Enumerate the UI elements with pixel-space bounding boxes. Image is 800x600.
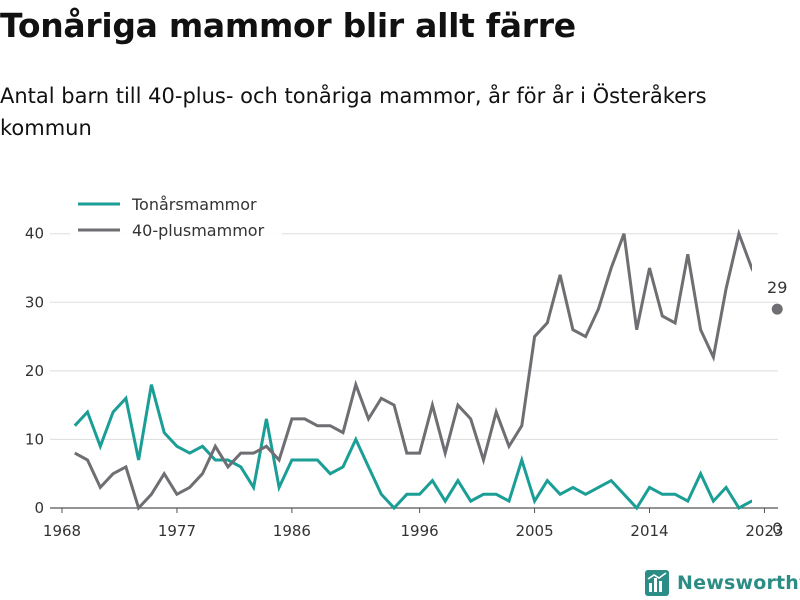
x-tick-label: 1986 <box>273 522 311 540</box>
grid-lines <box>50 233 778 509</box>
newsworthy-chart-icon <box>645 570 669 596</box>
x-tick-label: 2023 <box>745 522 783 540</box>
x-tick-label: 1977 <box>158 522 196 540</box>
y-tick-label: 0 <box>34 499 44 517</box>
y-tick-label: 10 <box>25 430 44 448</box>
x-tick-label: 2005 <box>515 522 553 540</box>
y-axis-ticks: 0 10 20 30 40 <box>25 225 44 517</box>
x-tick-label: 2014 <box>630 522 668 540</box>
end-labels: 29 0 <box>767 278 787 538</box>
x-tick-label: 1968 <box>43 522 81 540</box>
legend-background <box>70 191 282 245</box>
y-tick-label: 30 <box>25 293 44 311</box>
x-tick-label: 1996 <box>401 522 439 540</box>
end-value-label: 0 <box>772 519 782 538</box>
series-line-ton-rsmammor <box>73 384 752 511</box>
newsworthy-logo: Newsworthy <box>645 566 800 600</box>
legend-entry-label: 40-plusmammor <box>132 221 265 240</box>
end-value-label: 29 <box>767 278 787 297</box>
y-tick-label: 20 <box>25 362 44 380</box>
legend-entry-label: Tonårsmammor <box>131 195 257 214</box>
brand-name: Newsworthy <box>677 572 800 594</box>
x-axis-ticks: 1968 1977 1986 1996 2005 2014 2023 <box>43 508 784 540</box>
page-title: Tonåriga mammor blir allt färre <box>0 6 576 45</box>
end-point-marker <box>771 303 783 315</box>
y-tick-label: 40 <box>25 225 44 243</box>
series-line-40-plusmammor <box>74 228 752 511</box>
series-lines <box>73 228 752 511</box>
page-subtitle: Antal barn till 40-plus- och tonåriga ma… <box>0 84 707 140</box>
legend: Tonårsmammor 40-plusmammor <box>70 191 282 245</box>
